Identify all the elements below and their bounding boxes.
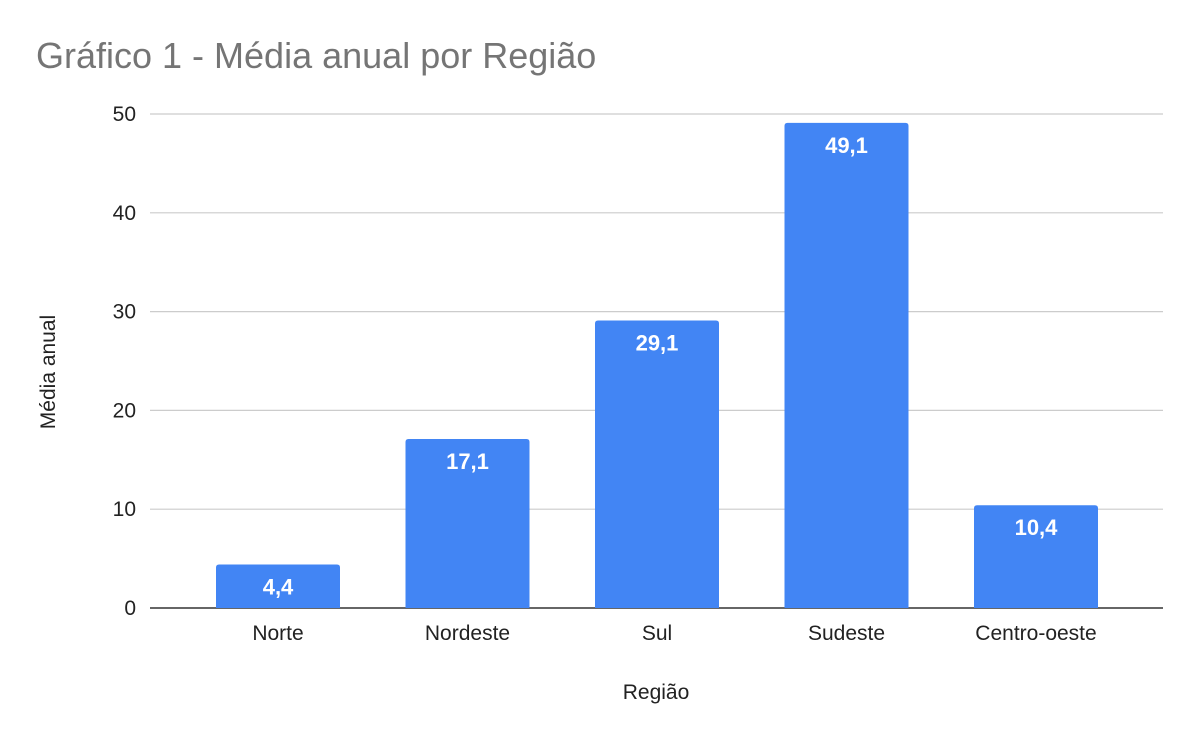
y-tick-label: 0 xyxy=(124,597,136,620)
x-tick-label: Sudeste xyxy=(808,622,885,645)
data-labels: 4,4 17,1 29,1 49,1 10,4 xyxy=(263,133,1058,600)
y-axis-label: Média anual xyxy=(37,315,60,429)
chart-title: Gráfico 1 - Média anual por Região xyxy=(36,35,596,76)
bar-norte xyxy=(216,564,340,608)
data-label: 4,4 xyxy=(263,575,294,600)
bar-sudeste xyxy=(784,122,909,608)
y-axis-ticks: 0 10 20 30 40 50 xyxy=(113,103,136,620)
bar-nordeste xyxy=(405,439,530,608)
data-label: 10,4 xyxy=(1015,515,1059,540)
y-tick-label: 40 xyxy=(113,202,136,225)
data-label: 29,1 xyxy=(636,330,679,355)
x-tick-label: Centro-oeste xyxy=(975,622,1096,645)
bar-centro-oeste xyxy=(974,505,1098,608)
y-tick-label: 30 xyxy=(113,301,136,324)
x-axis-ticks: Norte Nordeste Sul Sudeste Centro-oeste xyxy=(252,622,1096,645)
y-tick-label: 10 xyxy=(113,498,136,521)
data-label: 49,1 xyxy=(825,133,868,158)
x-tick-label: Sul xyxy=(642,622,672,645)
y-tick-label: 20 xyxy=(113,399,136,422)
data-label: 17,1 xyxy=(446,449,489,474)
x-tick-label: Nordeste xyxy=(425,622,510,645)
y-tick-label: 50 xyxy=(113,103,136,126)
bars xyxy=(216,122,1098,608)
x-tick-label: Norte xyxy=(252,622,303,645)
x-axis-label: Região xyxy=(623,681,690,704)
bar-sul xyxy=(595,320,719,608)
